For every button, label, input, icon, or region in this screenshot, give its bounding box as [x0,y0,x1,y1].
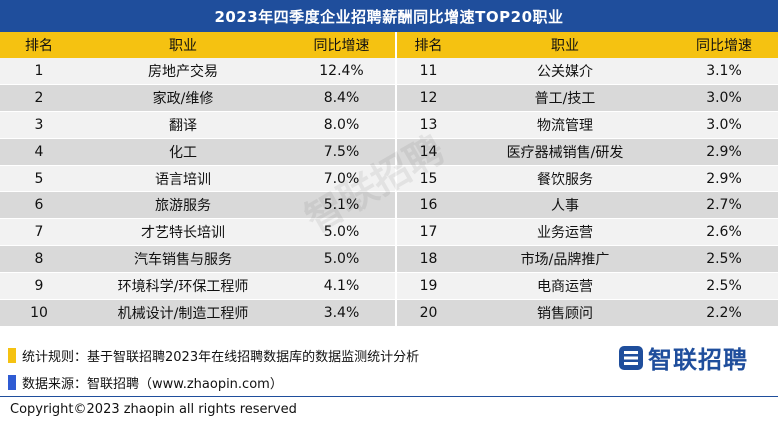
job-cell: 翻译 [78,111,288,139]
job-cell: 餐饮服务 [460,165,670,193]
growth-cell: 12.4% [288,58,397,85]
table-title: 2023年四季度企业招聘薪酬同比增速TOP20职业 [0,0,778,32]
table-row: 10 机械设计/制造工程师 3.4% 20 销售顾问 2.2% [0,299,778,327]
job-cell: 销售顾问 [460,299,670,327]
growth-cell: 2.7% [670,191,778,220]
rank-cell: 6 [0,191,78,220]
table-row: 1 房地产交易 12.4% 11 公关媒介 3.1% [0,58,778,85]
growth-cell: 3.4% [288,299,397,327]
growth-cell: 2.5% [670,272,778,301]
col-header-growth: 同比增速 [288,32,397,58]
growth-cell: 2.6% [670,218,778,247]
note-source-marker [8,375,16,390]
rank-cell: 5 [0,165,78,193]
job-cell: 电商运营 [460,272,670,301]
col-header-growth-2: 同比增速 [670,32,778,58]
growth-cell: 2.9% [670,165,778,193]
rank-cell: 7 [0,218,78,247]
table-row: 9 环境科学/环保工程师 4.1% 19 电商运营 2.5% [0,272,778,301]
job-cell: 家政/维修 [78,84,288,112]
growth-cell: 3.0% [670,84,778,112]
col-header-rank: 排名 [0,32,78,58]
growth-cell: 4.1% [288,272,397,301]
job-cell: 旅游服务 [78,191,288,220]
growth-cell: 2.9% [670,138,778,166]
col-header-rank-2: 排名 [396,32,460,58]
rank-cell: 20 [396,299,460,327]
rank-cell: 10 [0,299,78,327]
growth-cell: 8.0% [288,111,397,139]
growth-cell: 3.0% [670,111,778,139]
growth-cell: 7.0% [288,165,397,193]
job-cell: 物流管理 [460,111,670,139]
zhaopin-logo: 智联招聘 [618,340,748,375]
note-rule-text: 统计规则：基于智联招聘2023年在线招聘数据库的数据监测统计分析 [22,350,420,365]
growth-cell: 3.1% [670,58,778,85]
note-rule: 统计规则：基于智联招聘2023年在线招聘数据库的数据监测统计分析 [8,346,419,365]
job-cell: 才艺特长培训 [78,218,288,247]
rank-cell: 14 [396,138,460,166]
rank-cell: 19 [396,272,460,301]
rank-cell: 12 [396,84,460,112]
note-source-text: 数据来源：智联招聘（www.zhaopin.com） [22,377,283,392]
rank-cell: 16 [396,191,460,220]
rank-cell: 9 [0,272,78,301]
job-cell: 普工/技工 [460,84,670,112]
growth-cell: 7.5% [288,138,397,166]
job-cell: 环境科学/环保工程师 [78,272,288,301]
rank-cell: 2 [0,84,78,112]
job-cell: 业务运营 [460,218,670,247]
rank-cell: 3 [0,111,78,139]
table-row: 7 才艺特长培训 5.0% 17 业务运营 2.6% [0,218,778,247]
note-source: 数据来源：智联招聘（www.zhaopin.com） [8,373,283,392]
job-cell: 医疗器械销售/研发 [460,138,670,166]
copyright: Copyright©2023 zhaopin all rights reserv… [0,396,778,422]
table-row: 2 家政/维修 8.4% 12 普工/技工 3.0% [0,84,778,112]
job-cell: 汽车销售与服务 [78,245,288,274]
growth-cell: 5.1% [288,191,397,220]
growth-cell: 8.4% [288,84,397,112]
job-cell: 化工 [78,138,288,166]
growth-cell: 5.0% [288,218,397,247]
rank-cell: 4 [0,138,78,166]
col-header-job: 职业 [78,32,288,58]
rank-cell: 11 [396,58,460,85]
growth-cell: 2.2% [670,299,778,327]
job-cell: 语言培训 [78,165,288,193]
growth-cell: 2.5% [670,245,778,274]
col-header-job-2: 职业 [460,32,670,58]
ranking-table: 排名 职业 同比增速 排名 职业 同比增速 1 房地产交易 12.4% 11 公关媒介 3… [0,32,778,327]
table-row: 8 汽车销售与服务 5.0% 18 市场/品牌推广 2.5% [0,245,778,274]
job-cell: 公关媒介 [460,58,670,85]
growth-cell: 5.0% [288,245,397,274]
zhaopin-logo-icon [619,345,643,370]
job-cell: 房地产交易 [78,58,288,85]
rank-cell: 15 [396,165,460,193]
table-row: 3 翻译 8.0% 13 物流管理 3.0% [0,111,778,139]
job-cell: 机械设计/制造工程师 [78,299,288,327]
job-cell: 市场/品牌推广 [460,245,670,274]
table-row: 6 旅游服务 5.1% 16 人事 2.7% [0,191,778,220]
rank-cell: 17 [396,218,460,247]
rank-cell: 18 [396,245,460,274]
job-cell: 人事 [460,191,670,220]
rank-cell: 1 [0,58,78,85]
rank-cell: 8 [0,245,78,274]
table-row: 5 语言培训 7.0% 15 餐饮服务 2.9% [0,165,778,193]
logo-text: 智联招聘 [648,346,748,374]
table-header-row: 排名 职业 同比增速 排名 职业 同比增速 [0,32,778,58]
note-rule-marker [8,348,16,363]
table-row: 4 化工 7.5% 14 医疗器械销售/研发 2.9% [0,138,778,166]
rank-cell: 13 [396,111,460,139]
